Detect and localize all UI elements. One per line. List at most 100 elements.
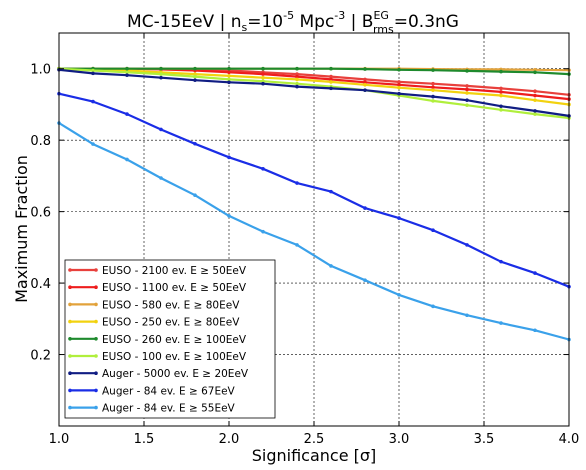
- data-point: [533, 67, 537, 72]
- data-point: [329, 74, 333, 79]
- data-point: [533, 112, 537, 116]
- data-point: [465, 69, 469, 73]
- data-point: [193, 193, 197, 198]
- legend-marker: [68, 371, 72, 376]
- legend-label: Auger - 84 ev. E ≥ 67EeV: [102, 385, 236, 397]
- data-point: [363, 77, 367, 82]
- data-point: [499, 69, 503, 74]
- legend-label: EUSO - 250 ev. E ≥ 80EeV: [102, 317, 240, 329]
- legend-box: [64, 259, 276, 419]
- data-point: [227, 66, 231, 71]
- y-tick-label: 1.0: [30, 63, 51, 78]
- data-point: [397, 216, 401, 220]
- data-point: [533, 109, 537, 113]
- legend-label: Auger - 84 ev. E ≥ 55EeV: [102, 403, 236, 415]
- data-point: [465, 243, 469, 247]
- data-point: [227, 214, 231, 218]
- x-tick-label: 4.0: [559, 432, 580, 447]
- legend-marker: [68, 405, 72, 410]
- data-point: [227, 70, 231, 75]
- data-point: [499, 86, 503, 91]
- legend-marker: [94, 302, 98, 307]
- data-point: [329, 86, 333, 91]
- y-tick-label: 0.8: [30, 134, 51, 149]
- data-point: [125, 66, 129, 71]
- legend-marker: [94, 405, 98, 410]
- data-point: [465, 98, 469, 102]
- data-point: [261, 72, 265, 76]
- data-point: [431, 81, 435, 86]
- data-point: [125, 157, 129, 162]
- title-prefix: MC-15EeV | n: [127, 12, 241, 32]
- data-point: [431, 88, 435, 92]
- data-point: [363, 67, 367, 71]
- legend-marker: [68, 268, 72, 272]
- data-point: [159, 66, 163, 71]
- data-point: [499, 104, 503, 109]
- y-tick-label: 0.4: [30, 277, 51, 292]
- ticks: [58, 33, 570, 426]
- data-point: [363, 206, 367, 210]
- title-n-sub: s: [241, 21, 247, 34]
- data-point: [261, 75, 265, 80]
- data-point: [159, 127, 163, 132]
- series-lines: [57, 66, 571, 342]
- series-line: [58, 122, 570, 341]
- data-point: [227, 155, 231, 160]
- data-point: [295, 84, 299, 89]
- y-axis-label: Maximum Fraction: [12, 155, 31, 303]
- x-tick-label: 1.0: [49, 432, 70, 447]
- data-point: [533, 98, 537, 102]
- series-line: [58, 92, 570, 288]
- data-point: [465, 87, 469, 92]
- data-point: [295, 74, 299, 79]
- series-4: [57, 66, 571, 107]
- legend-marker: [68, 285, 72, 290]
- data-point: [431, 228, 435, 233]
- data-point: [499, 259, 503, 264]
- data-point: [397, 83, 401, 87]
- data-point: [465, 91, 469, 95]
- data-point: [363, 83, 367, 87]
- data-point: [397, 91, 401, 96]
- title-b-sup: EG: [373, 9, 388, 22]
- legend-marker: [68, 319, 72, 324]
- series-line: [58, 67, 570, 120]
- x-tick-label: 3.0: [389, 432, 410, 447]
- legend-label: EUSO - 100 ev. E ≥ 100EeV: [102, 351, 247, 363]
- title-n-mid: =10: [247, 12, 283, 32]
- data-point: [193, 66, 197, 71]
- legend-marker: [68, 337, 72, 341]
- x-tick-label: 2.5: [304, 432, 325, 447]
- data-point: [159, 75, 163, 80]
- data-point: [91, 99, 95, 104]
- data-point: [499, 108, 503, 112]
- title-suffix: =0.3nG: [394, 12, 459, 32]
- data-point: [499, 90, 503, 94]
- data-point: [295, 77, 299, 82]
- legend-label: Auger - 5000 ev. E ≥ 20EeV: [102, 368, 249, 380]
- data-point: [533, 328, 537, 333]
- x-tick-label: 3.5: [474, 432, 495, 447]
- y-tick-label: 0.6: [30, 206, 51, 221]
- data-point: [159, 176, 163, 180]
- data-point: [533, 271, 537, 275]
- data-point: [125, 112, 129, 116]
- data-point: [431, 94, 435, 99]
- title-sep: | B: [345, 12, 373, 32]
- data-point: [193, 141, 197, 146]
- data-point: [125, 70, 129, 75]
- legend-marker: [94, 371, 98, 376]
- legend-marker: [94, 319, 98, 324]
- series-7: [57, 67, 571, 118]
- legend-label: EUSO - 260 ev. E ≥ 100EeV: [102, 334, 247, 346]
- data-point: [533, 89, 537, 94]
- data-point: [431, 68, 435, 72]
- data-point: [465, 103, 469, 107]
- data-point: [159, 72, 163, 76]
- series-line: [58, 68, 570, 117]
- data-point: [295, 181, 299, 185]
- data-point: [227, 77, 231, 82]
- data-point: [329, 80, 333, 84]
